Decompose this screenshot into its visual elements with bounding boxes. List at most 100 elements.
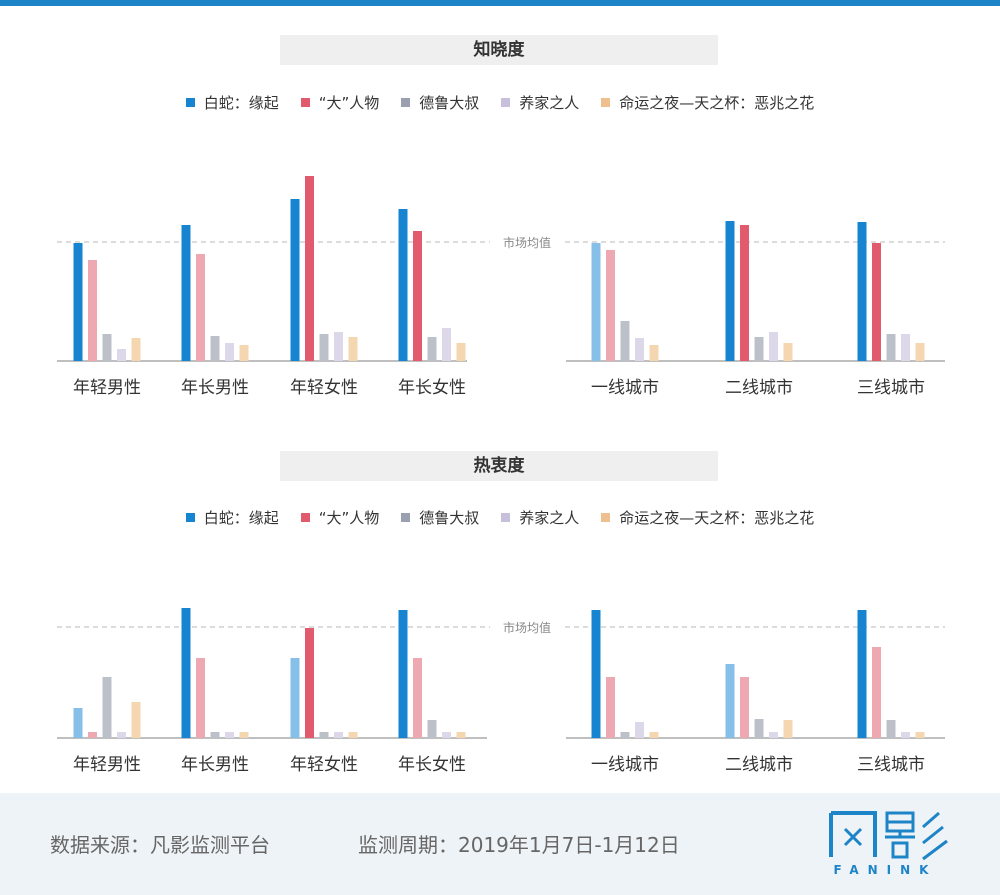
bar [886, 720, 896, 738]
bar [102, 677, 112, 738]
data-source-text: 数据来源：凡影监测平台 [50, 833, 270, 857]
bar [413, 658, 422, 738]
bar [649, 732, 659, 738]
legend-item: 白蛇：缘起 [185, 507, 279, 528]
bar [88, 732, 97, 738]
legend-swatch [401, 513, 411, 522]
bar [591, 610, 601, 738]
bar [290, 199, 300, 361]
legend-label: 命运之夜—天之杯：恶兆之花 [619, 94, 815, 112]
bar [620, 732, 630, 738]
bar [456, 732, 466, 738]
chart-title-awareness: 知晓度 [280, 35, 718, 65]
bar [334, 332, 343, 361]
x-tick-label: 二线城市 [725, 755, 793, 775]
bar [210, 732, 220, 738]
bar [754, 337, 764, 361]
bar [725, 664, 735, 738]
legend-awareness: 白蛇：缘起 “大”人物 德鲁大叔 养家之人 命运之夜—天之杯：恶兆之花 [0, 92, 1000, 113]
bar [783, 720, 793, 738]
legend-item: 白蛇：缘起 [185, 92, 279, 113]
bar [783, 343, 793, 361]
bar [334, 732, 343, 738]
x-tick-label: 年轻女性 [290, 755, 358, 775]
bar [131, 338, 141, 361]
bar [872, 647, 881, 738]
bar [305, 176, 314, 361]
bar [635, 338, 644, 361]
bar [413, 231, 422, 361]
bar [769, 732, 778, 738]
x-tick-label: 年长女性 [398, 755, 466, 775]
bar [398, 209, 408, 361]
bar [886, 334, 896, 361]
bar [117, 732, 126, 738]
legend-swatch [501, 513, 511, 522]
legend-label: 白蛇：缘起 [203, 509, 279, 527]
bar [740, 225, 749, 361]
legend-item: 命运之夜—天之杯：恶兆之花 [601, 507, 814, 528]
bar [740, 677, 749, 738]
legend-item: 养家之人 [501, 507, 579, 528]
legend-label: 德鲁大叔 [419, 509, 480, 527]
logo-text: FANINK [833, 863, 938, 877]
bar [73, 708, 83, 738]
legend-label: “大”人物 [318, 509, 380, 527]
bar [102, 334, 112, 361]
bar [196, 254, 205, 361]
bar [117, 349, 126, 361]
bar [872, 243, 881, 361]
reference-line-label: 市场均值 [503, 620, 551, 635]
legend-swatch [300, 513, 310, 522]
legend-enthusiasm: 白蛇：缘起 “大”人物 德鲁大叔 养家之人 命运之夜—天之杯：恶兆之花 [0, 507, 1000, 528]
bar [620, 321, 630, 361]
bar [857, 222, 867, 361]
bar [635, 722, 644, 738]
legend-swatch [601, 98, 611, 107]
fanink-logo-mark [829, 811, 948, 861]
bar [131, 702, 141, 738]
x-tick-label: 三线城市 [857, 378, 925, 398]
bar [427, 337, 437, 361]
bar [591, 243, 601, 361]
reference-line-label: 市场均值 [503, 235, 551, 250]
x-tick-label: 年长男性 [181, 755, 249, 775]
x-tick-label: 一线城市 [591, 755, 659, 775]
legend-label: 白蛇：缘起 [203, 94, 279, 112]
bar [348, 732, 358, 738]
bar [196, 658, 205, 738]
bar [857, 610, 867, 738]
bar [210, 336, 220, 361]
legend-item: 德鲁大叔 [401, 507, 479, 528]
legend-swatch [185, 513, 195, 522]
bar [442, 328, 451, 361]
legend-swatch [501, 98, 511, 107]
x-tick-label: 年轻男性 [73, 378, 141, 398]
x-tick-label: 二线城市 [725, 378, 793, 398]
bar [305, 628, 314, 738]
bar [442, 732, 451, 738]
bar [181, 225, 191, 361]
chart-title-enthusiasm: 热衷度 [280, 451, 718, 481]
bar [239, 345, 249, 361]
x-tick-label: 年轻男性 [73, 755, 141, 775]
bar [73, 243, 83, 361]
footer: 数据来源：凡影监测平台 监测周期：2019年1月7日-1月12日 FANINK [0, 793, 1000, 895]
bar [769, 332, 778, 361]
bar [225, 732, 234, 738]
legend-label: 德鲁大叔 [419, 94, 480, 112]
bar [606, 677, 615, 738]
bar [606, 250, 615, 361]
bar [915, 343, 925, 361]
x-tick-label: 三线城市 [857, 755, 925, 775]
x-tick-label: 年长女性 [398, 378, 466, 398]
legend-item: 命运之夜—天之杯：恶兆之花 [601, 92, 814, 113]
legend-label: “大”人物 [318, 94, 380, 112]
bar [348, 337, 358, 361]
top-accent-bar [0, 0, 1000, 6]
bar [901, 334, 910, 361]
bar [319, 334, 329, 361]
x-tick-label: 年长男性 [181, 378, 249, 398]
